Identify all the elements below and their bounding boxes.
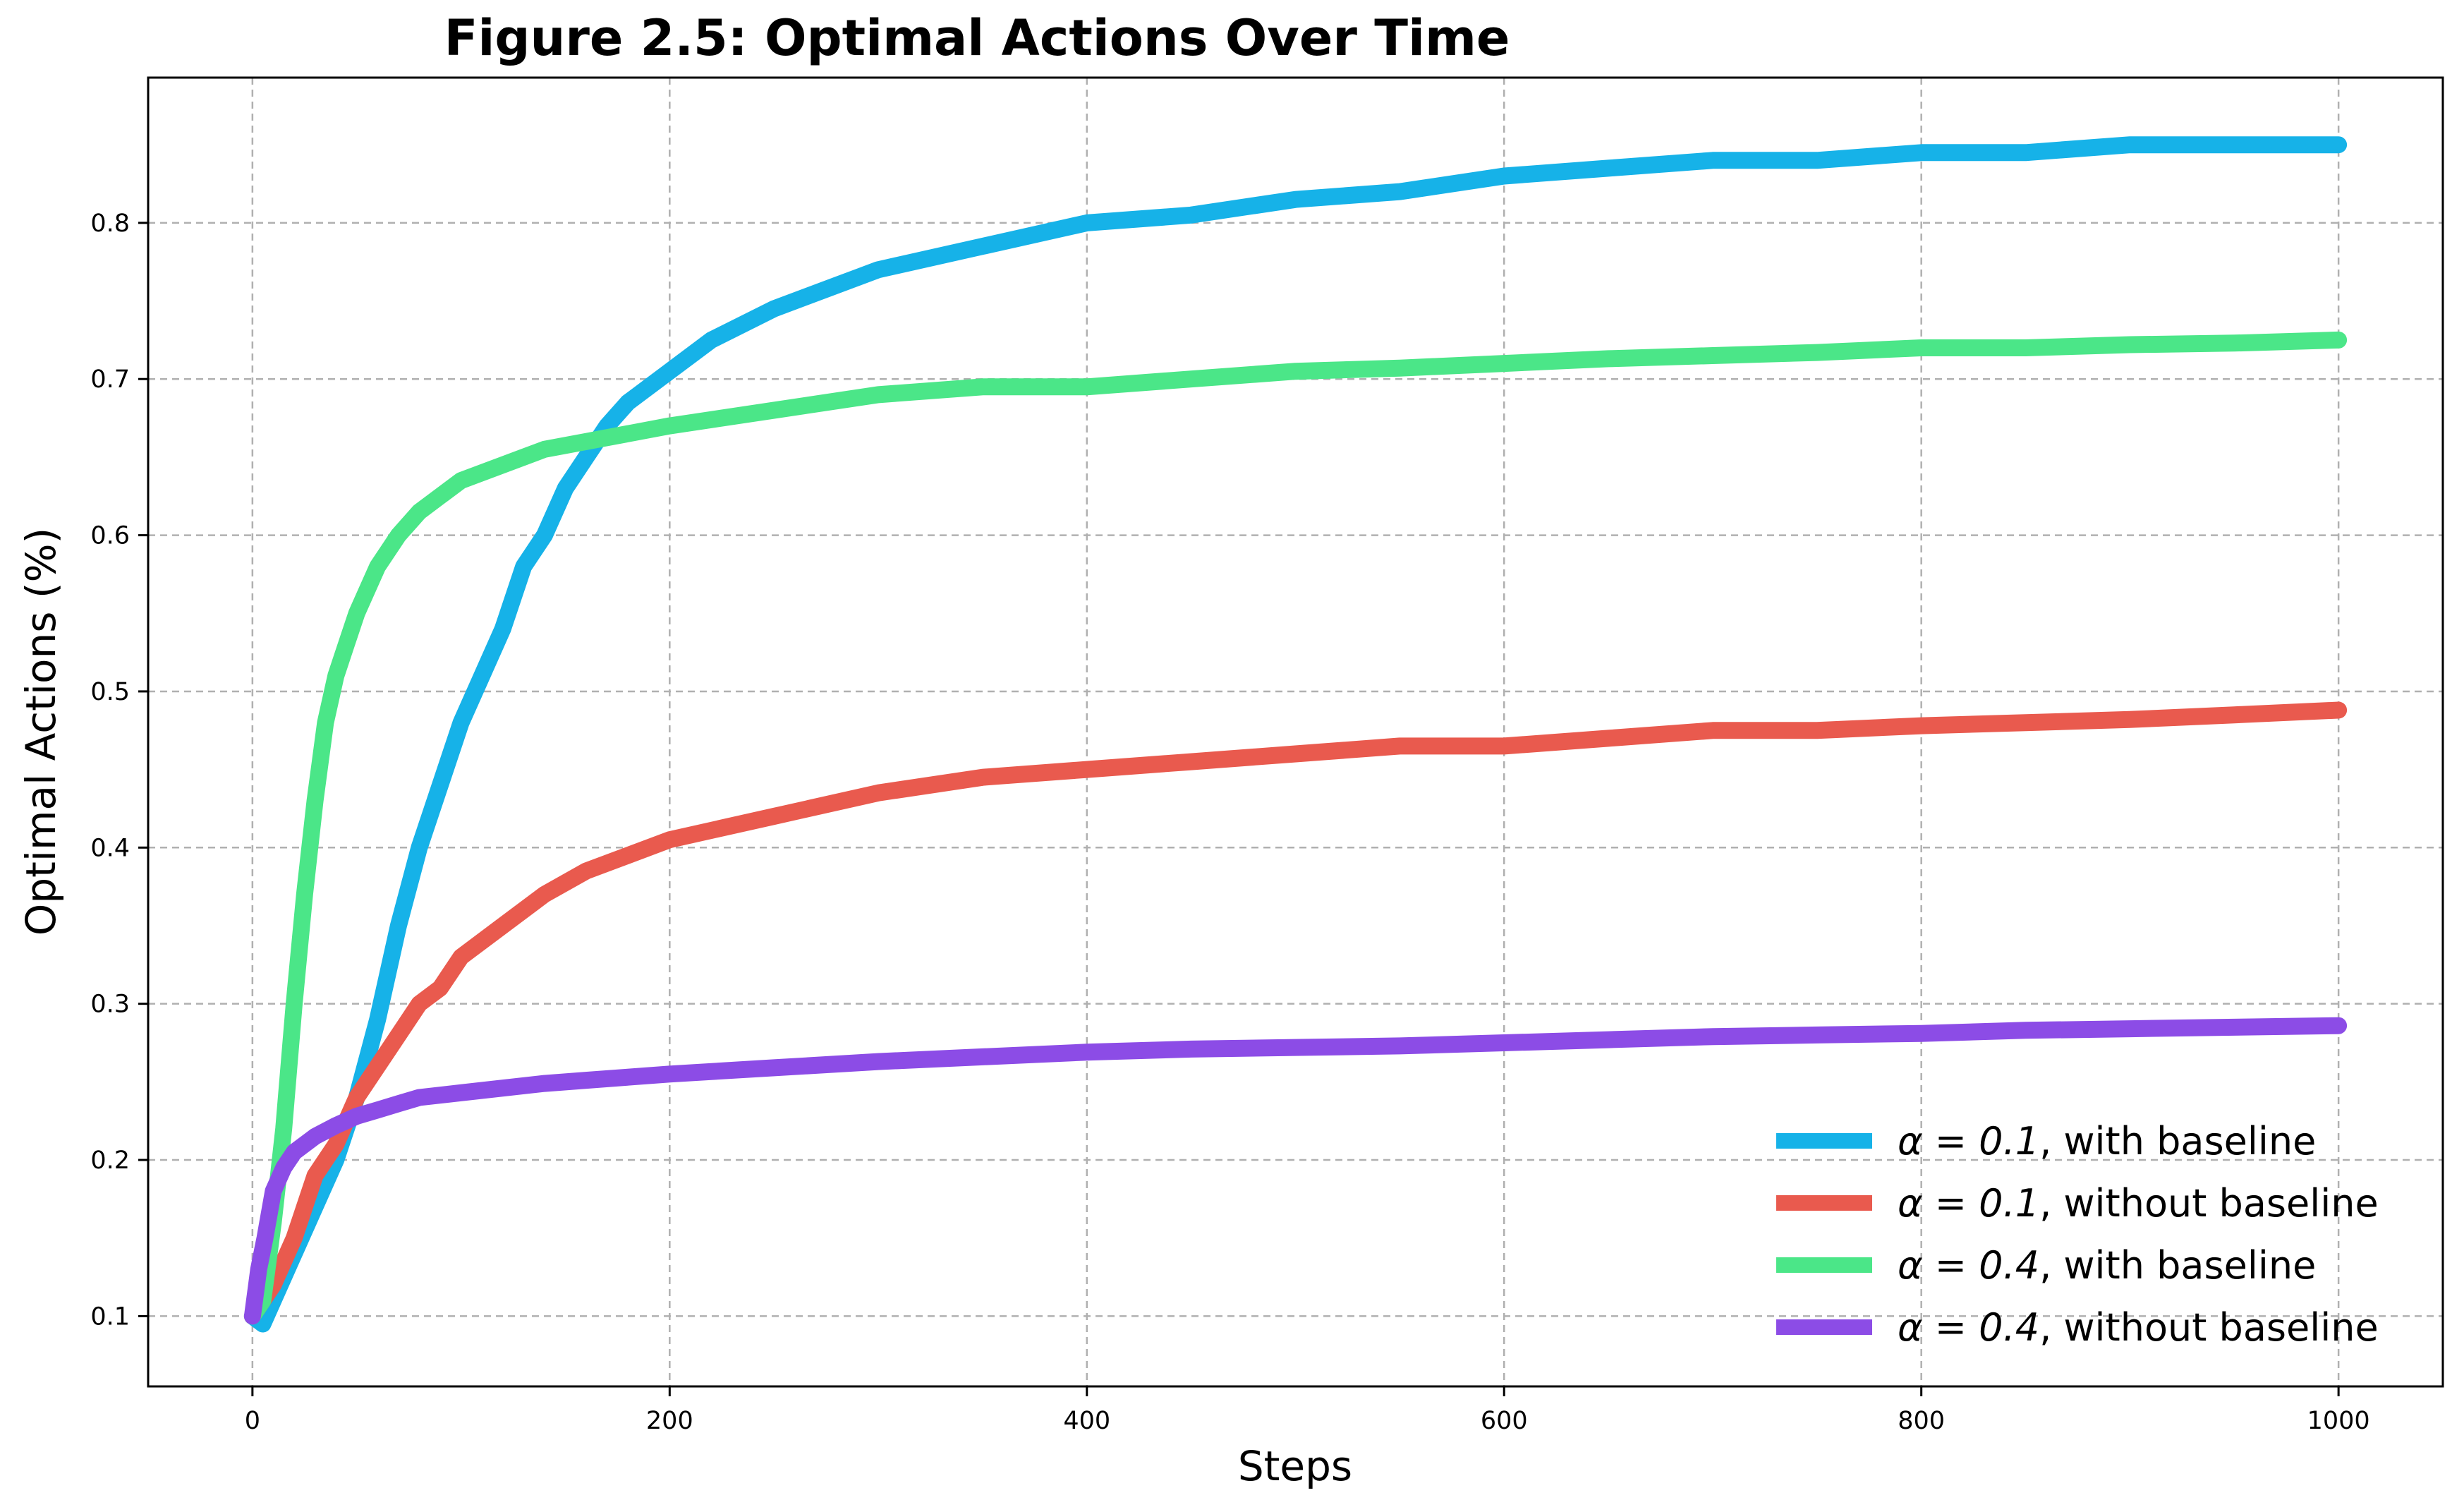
legend-label: α = 0.1, without baseline [1898, 1181, 2379, 1226]
legend-label: α = 0.4, without baseline [1898, 1305, 2379, 1350]
legend-label-math: α = 0.4 [1898, 1305, 2039, 1350]
x-tick-label: 800 [1898, 1407, 1945, 1435]
plot-area-frame [147, 76, 2444, 1388]
legend-label-text: , without baseline [2039, 1305, 2379, 1350]
chart-title: Figure 2.5: Optimal Actions Over Time [444, 9, 1510, 67]
legend-label-math: α = 0.1 [1898, 1119, 2039, 1163]
y-tick-label: 0.3 [90, 991, 130, 1019]
x-axis-ticks: 0 200 400 600 800 1000 [245, 1386, 2370, 1435]
series-lines [243, 136, 2348, 1333]
x-tick-label: 400 [1063, 1407, 1110, 1435]
series-line-4 [243, 1017, 2348, 1325]
y-tick-label: 0.7 [90, 365, 130, 394]
y-tick-label: 0.4 [90, 834, 130, 862]
legend-entry-4: α = 0.4, without baseline [1776, 1305, 2379, 1350]
legend-label-text: , without baseline [2039, 1181, 2379, 1226]
x-tick-label: 200 [646, 1407, 693, 1435]
y-axis-label: Optimal Actions (%) [17, 528, 65, 936]
legend-label-text: , with baseline [2039, 1119, 2316, 1163]
x-tick-label: 0 [245, 1407, 260, 1435]
legend-label-math: α = 0.4 [1898, 1243, 2039, 1288]
legend-entry-3: α = 0.4, with baseline [1776, 1243, 2316, 1288]
legend-label: α = 0.4, with baseline [1898, 1243, 2316, 1288]
y-tick-label: 0.8 [90, 210, 130, 238]
legend-label-text: , with baseline [2039, 1243, 2316, 1288]
series-line-3 [243, 331, 2348, 1325]
x-tick-label: 1000 [2307, 1407, 2370, 1435]
y-tick-label: 0.2 [90, 1147, 130, 1175]
x-tick-label: 600 [1481, 1407, 1528, 1435]
series-line-1 [243, 136, 2348, 1333]
x-axis-label: Steps [1238, 1442, 1352, 1490]
legend-entry-2: α = 0.1, without baseline [1776, 1181, 2379, 1226]
y-tick-label: 0.1 [90, 1302, 130, 1331]
y-tick-label: 0.5 [90, 678, 130, 706]
y-axis-ticks: 0.1 0.2 0.3 0.4 0.5 0.6 0.7 0.8 [90, 210, 148, 1331]
legend-label-math: α = 0.1 [1898, 1181, 2039, 1226]
series-line-2 [243, 701, 2348, 1325]
legend-entry-1: α = 0.1, with baseline [1776, 1119, 2316, 1163]
y-tick-label: 0.6 [90, 522, 130, 550]
legend-label: α = 0.1, with baseline [1898, 1119, 2316, 1163]
